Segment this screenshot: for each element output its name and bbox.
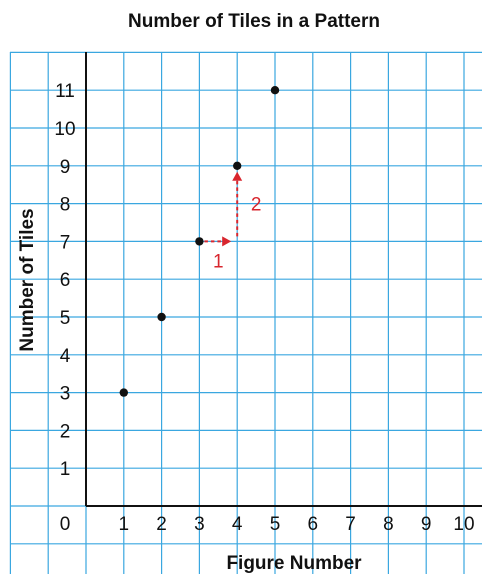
annotation-arrowhead	[232, 171, 243, 181]
data-point	[157, 312, 166, 322]
y-tick-label: 6	[60, 270, 71, 291]
data-point	[233, 161, 242, 170]
annotation-label: 1	[213, 251, 224, 272]
data-point	[119, 388, 128, 397]
chart-title: Number of Tiles in a Pattern	[128, 11, 380, 32]
y-tick-label: 2	[60, 421, 71, 442]
y-tick-label: 8	[60, 195, 71, 216]
origin-label: 0	[60, 514, 71, 535]
y-tick-label: 3	[60, 384, 71, 405]
y-tick-label: 5	[60, 308, 71, 329]
annotations: 12	[204, 171, 262, 272]
data-point	[195, 237, 204, 246]
y-tick-label: 7	[60, 232, 71, 253]
y-tick-label: 10	[54, 119, 75, 140]
x-tick-label: 4	[232, 514, 243, 535]
data-points	[119, 86, 280, 397]
x-tick-label: 8	[383, 514, 394, 535]
y-axis-label: Number of Tiles	[17, 208, 38, 351]
y-tick-label: 4	[60, 346, 71, 367]
x-tick-label: 5	[270, 514, 281, 535]
grid	[9, 51, 482, 574]
x-tick-label: 10	[453, 514, 474, 535]
x-tick-label: 3	[194, 514, 205, 535]
x-tick-label: 6	[308, 514, 319, 535]
y-tick-label: 9	[60, 157, 71, 178]
annotation-arrowhead	[222, 236, 232, 247]
x-axis-label: Figure Number	[226, 553, 362, 574]
x-tick-label: 2	[156, 514, 167, 535]
x-tick-label: 1	[119, 514, 130, 535]
x-tick-label: 9	[421, 514, 432, 535]
y-tick-label: 1	[60, 459, 71, 480]
annotation-label: 2	[251, 195, 262, 216]
x-tick-label: 7	[345, 514, 356, 535]
axes	[85, 52, 482, 507]
y-tick-label: 11	[55, 81, 75, 102]
data-point	[270, 86, 280, 95]
